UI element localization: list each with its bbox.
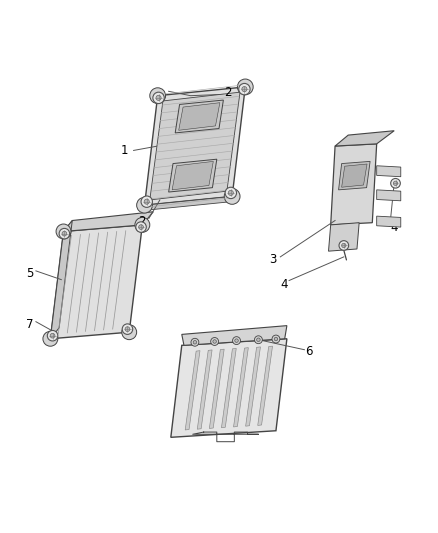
Circle shape [242,86,247,92]
Polygon shape [185,351,200,430]
Polygon shape [377,190,401,201]
Circle shape [235,339,238,342]
Circle shape [391,179,400,188]
Polygon shape [64,212,153,231]
Circle shape [43,332,58,346]
Circle shape [257,338,260,342]
Circle shape [141,196,152,207]
Circle shape [47,330,58,341]
Polygon shape [222,349,236,427]
Circle shape [254,336,262,344]
Circle shape [274,337,278,341]
Circle shape [56,224,71,239]
Polygon shape [258,346,272,425]
Circle shape [156,95,161,100]
Circle shape [342,243,346,248]
Circle shape [228,190,233,196]
Text: 2: 2 [138,215,146,228]
Circle shape [193,341,197,344]
Circle shape [137,197,152,213]
Circle shape [237,79,253,95]
Text: 5: 5 [26,267,33,280]
Circle shape [239,84,250,95]
Circle shape [150,88,166,103]
Polygon shape [377,216,401,227]
Circle shape [191,338,199,346]
Circle shape [213,340,216,343]
Circle shape [62,231,67,236]
Polygon shape [331,144,377,225]
Circle shape [153,92,164,103]
Circle shape [225,187,237,199]
Polygon shape [209,349,224,429]
Circle shape [50,333,55,338]
Circle shape [211,337,219,345]
Circle shape [135,217,150,232]
Polygon shape [339,161,370,190]
Polygon shape [172,161,213,190]
Text: 1: 1 [121,144,129,157]
Polygon shape [50,221,72,339]
Text: 4: 4 [280,278,288,290]
Text: 6: 6 [305,345,313,358]
Circle shape [122,324,133,334]
Polygon shape [150,92,240,200]
Circle shape [339,241,349,251]
Circle shape [224,189,240,204]
Polygon shape [246,347,261,426]
Polygon shape [145,87,245,205]
Polygon shape [182,326,287,345]
Polygon shape [233,348,248,427]
Polygon shape [144,197,232,211]
Polygon shape [328,223,359,251]
Circle shape [59,229,70,239]
Polygon shape [377,166,401,177]
Circle shape [144,199,149,204]
Polygon shape [197,350,212,429]
Circle shape [139,225,143,229]
Circle shape [233,337,240,344]
Circle shape [393,181,398,185]
Text: 2: 2 [224,86,232,99]
Circle shape [272,335,280,343]
Text: 3: 3 [269,253,276,266]
Text: 7: 7 [26,318,34,331]
Polygon shape [171,339,287,437]
Circle shape [125,327,130,332]
Polygon shape [50,225,142,339]
Circle shape [136,222,146,232]
Polygon shape [179,103,220,130]
Polygon shape [342,164,367,187]
Circle shape [122,325,137,340]
Polygon shape [175,100,223,133]
Polygon shape [169,159,217,192]
Polygon shape [335,131,394,146]
Text: 4: 4 [390,221,398,235]
